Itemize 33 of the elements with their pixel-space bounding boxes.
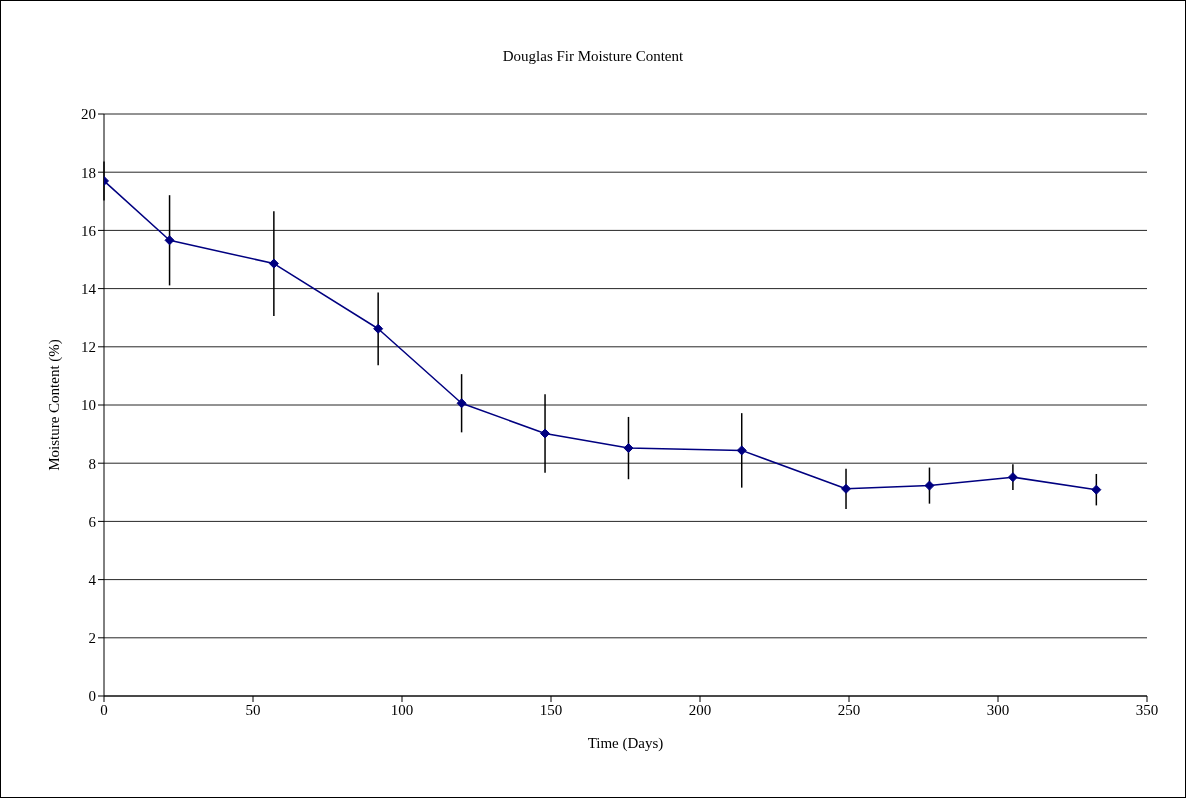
y-tick-label: 16 [81,222,97,239]
x-tick-label: 100 [390,701,414,718]
x-axis-title: Time (Days) [587,735,664,752]
point [1091,484,1102,495]
y-tick-label: 18 [81,164,96,181]
y-tick-label: 0 [88,688,96,705]
chart-title: Douglas Fir Moisture Content [501,48,685,65]
y-tick-label: 12 [81,339,96,356]
point [924,480,935,491]
point [841,483,852,494]
x-tick-label: 50 [245,701,261,718]
y-axis-title: Moisture Content (%) [46,339,64,471]
point [1007,472,1018,483]
point [540,428,551,439]
x-tick-label: 150 [539,701,563,718]
y-tick-label: 6 [88,513,97,530]
point [736,445,747,456]
x-tick-label: 300 [986,701,1010,718]
x-tick-label: 200 [688,701,712,718]
x-tick-label: 250 [837,701,861,718]
y-tick-label: 20 [81,106,96,123]
point [268,258,279,269]
y-tick-label: 2 [88,630,96,647]
point [623,443,634,454]
point [456,398,467,409]
y-tick-label: 4 [88,571,97,588]
y-tick-label: 14 [81,280,97,297]
x-tick-label: 350 [1135,701,1159,718]
y-tick-label: 10 [81,397,96,414]
point [373,323,384,334]
y-tick-label: 8 [88,455,96,472]
x-tick-label: 0 [100,701,108,718]
point [164,235,175,246]
